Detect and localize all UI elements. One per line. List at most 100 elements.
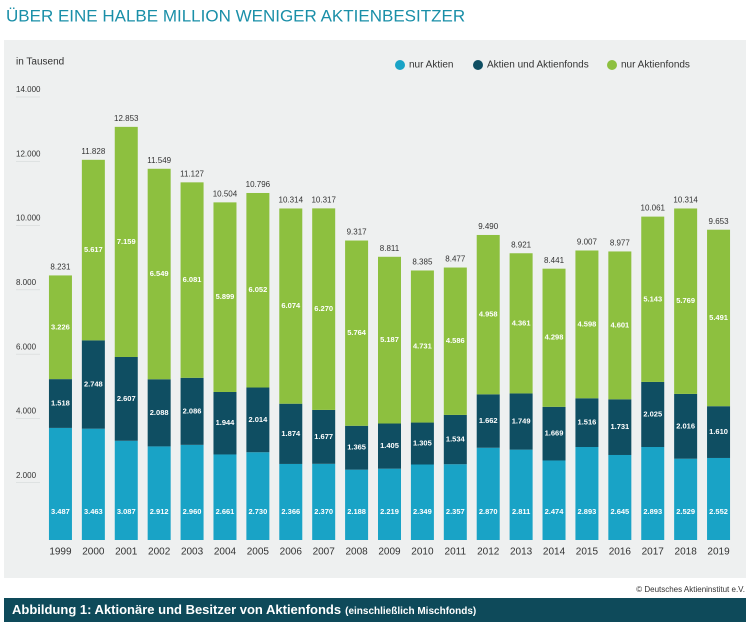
x-tick-label: 2019 <box>707 547 730 558</box>
value-label: 1.516 <box>578 418 597 427</box>
value-label: 2.960 <box>183 507 202 516</box>
value-label: 2.219 <box>380 507 399 516</box>
bar-segment <box>213 391 237 455</box>
x-tick-label: 2008 <box>345 547 368 558</box>
chart-title: ÜBER EINE HALBE MILLION WENIGER AKTIENBE… <box>6 6 465 25</box>
total-label: 12.853 <box>114 114 139 123</box>
bar-segment <box>410 464 434 540</box>
value-label: 3.463 <box>84 507 103 516</box>
x-tick-label: 2009 <box>378 547 401 558</box>
bar-segment <box>345 425 369 470</box>
bar-segment <box>48 275 72 380</box>
value-label: 2.357 <box>446 507 465 516</box>
x-tick-label: 2010 <box>411 547 434 558</box>
total-label: 9.317 <box>347 228 368 237</box>
value-label: 2.645 <box>610 507 629 516</box>
value-label: 6.052 <box>248 285 267 294</box>
value-label: 1.405 <box>380 441 399 450</box>
bar-segment <box>147 446 171 540</box>
value-label: 2.529 <box>676 507 695 516</box>
x-tick-label: 2016 <box>609 547 632 558</box>
x-tick-label: 2011 <box>445 547 467 558</box>
bar-segment <box>378 423 401 469</box>
bar-segment <box>476 447 500 540</box>
bar-segment <box>674 393 698 459</box>
bar-segment <box>378 468 401 540</box>
total-label: 11.127 <box>180 169 204 178</box>
value-label: 2.607 <box>117 394 136 403</box>
x-tick-label: 2018 <box>675 547 698 558</box>
value-label: 1.662 <box>479 416 498 425</box>
value-label: 5.769 <box>676 296 695 305</box>
value-label: 1.365 <box>347 443 366 452</box>
bar-segment <box>312 208 336 410</box>
y-tick-label: 8.000 <box>16 278 37 287</box>
bar-segment <box>707 406 731 458</box>
total-label: 8.477 <box>445 255 466 264</box>
bar-segment <box>410 270 434 423</box>
bar-segment <box>476 394 500 448</box>
bar-segment <box>312 463 336 540</box>
bar-segment <box>509 253 533 394</box>
bar-segment <box>147 379 171 447</box>
caption-note: (einschließlich Mischfonds) <box>345 606 476 617</box>
value-label: 2.366 <box>281 507 300 516</box>
bar-segment <box>114 126 138 357</box>
value-label: 1.305 <box>413 439 432 448</box>
bar-segment <box>641 216 665 382</box>
x-tick-label: 2002 <box>148 547 171 558</box>
value-label: 1.534 <box>446 435 466 444</box>
bar-segment <box>575 250 599 399</box>
bar-segment <box>674 208 698 394</box>
bar-segment <box>345 240 369 426</box>
caption: Abbildung 1: Aktionäre und Besitzer von … <box>12 602 476 617</box>
value-label: 4.598 <box>578 319 597 328</box>
bar-segment <box>213 454 237 540</box>
bar-segment <box>114 356 138 441</box>
value-label: 2.474 <box>545 507 565 516</box>
legend-label: nur Aktienfonds <box>621 60 690 71</box>
value-label: 2.016 <box>676 421 695 430</box>
caption-label: Abbildung 1: Aktionäre und Besitzer von … <box>12 602 341 617</box>
value-label: 4.586 <box>446 336 465 345</box>
value-label: 1.731 <box>610 422 629 431</box>
x-tick-label: 2006 <box>280 547 303 558</box>
x-tick-label: 2014 <box>543 547 566 558</box>
bar-segment <box>81 340 105 429</box>
value-label: 1.944 <box>216 418 236 427</box>
bar-segment <box>180 182 204 378</box>
total-label: 10.796 <box>246 180 271 189</box>
bar-segment <box>443 267 467 415</box>
total-label: 8.231 <box>50 263 71 272</box>
bar-segment <box>345 469 369 540</box>
value-label: 4.731 <box>413 342 432 351</box>
value-label: 2.014 <box>248 415 268 424</box>
x-tick-label: 2003 <box>181 547 204 558</box>
total-label: 10.317 <box>311 195 336 204</box>
bar-segment <box>114 440 138 540</box>
bar-segment <box>575 447 599 540</box>
bar-segment <box>180 444 204 540</box>
value-label: 2.188 <box>347 507 366 516</box>
bar-segment <box>542 406 566 461</box>
bar-segment <box>641 381 665 448</box>
y-tick-label: 12.000 <box>16 149 41 158</box>
bar-segment <box>509 449 533 540</box>
bar-segment <box>246 192 270 388</box>
value-label: 5.491 <box>709 313 728 322</box>
x-tick-label: 2004 <box>214 547 237 558</box>
value-label: 7.159 <box>117 237 136 246</box>
total-label: 9.653 <box>709 217 730 226</box>
value-label: 5.617 <box>84 245 103 254</box>
value-label: 5.764 <box>347 328 367 337</box>
total-label: 10.314 <box>673 196 698 205</box>
value-label: 6.270 <box>314 304 333 313</box>
value-label: 1.669 <box>545 429 564 438</box>
x-tick-label: 1999 <box>49 547 72 558</box>
bar-segment <box>246 387 270 453</box>
value-label: 4.361 <box>512 318 531 327</box>
bar-segment <box>48 427 72 540</box>
total-label: 8.977 <box>610 239 631 248</box>
value-label: 2.086 <box>183 406 202 415</box>
value-label: 2.748 <box>84 380 103 389</box>
